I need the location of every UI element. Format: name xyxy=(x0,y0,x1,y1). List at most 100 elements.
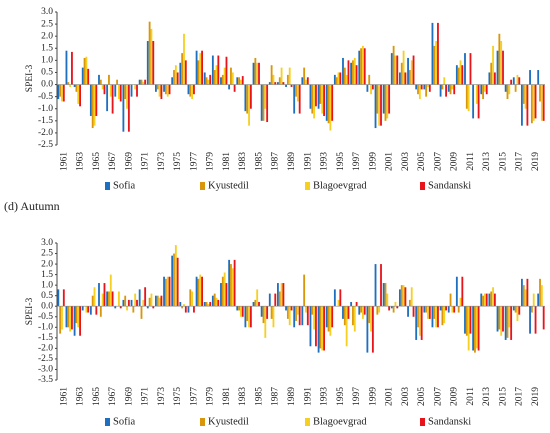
bar xyxy=(540,285,543,307)
bar xyxy=(522,84,525,104)
bar xyxy=(140,306,143,319)
y-tick-label: -1.0 xyxy=(38,104,53,114)
bar xyxy=(77,306,80,328)
bar xyxy=(262,306,265,324)
bar xyxy=(203,72,206,85)
bar xyxy=(498,33,501,85)
bar xyxy=(502,50,504,85)
x-tick-label: 2017 xyxy=(515,387,525,406)
bar xyxy=(532,84,535,121)
bar xyxy=(103,283,106,307)
bar xyxy=(274,82,277,85)
bar xyxy=(73,306,76,336)
x-tick-label: 2019 xyxy=(531,387,541,406)
bar xyxy=(116,79,118,85)
bar xyxy=(529,70,531,85)
y-tick-label: 2.0 xyxy=(41,31,53,41)
legend-swatch xyxy=(105,418,110,426)
bar xyxy=(465,306,468,336)
bar xyxy=(467,306,470,351)
bar xyxy=(537,70,540,85)
bar xyxy=(339,289,342,307)
bar xyxy=(59,306,62,334)
bar xyxy=(230,264,232,307)
bar xyxy=(400,62,403,85)
bar xyxy=(254,299,257,307)
bar xyxy=(420,84,423,90)
bar xyxy=(65,50,68,85)
legend-swatch xyxy=(105,182,110,190)
bar xyxy=(441,306,444,326)
bar xyxy=(467,84,470,112)
x-tick-label: 1995 xyxy=(336,152,346,171)
bar xyxy=(238,77,240,85)
bar xyxy=(127,299,130,307)
x-tick-label: 1967 xyxy=(108,387,118,406)
bar xyxy=(394,55,397,85)
bar xyxy=(282,283,285,307)
bar xyxy=(258,62,260,85)
x-tick-label: 1971 xyxy=(141,387,151,406)
bar xyxy=(502,306,504,332)
y-tick-label: 1.0 xyxy=(41,280,53,290)
bar xyxy=(260,84,263,121)
bar xyxy=(217,299,220,307)
bar xyxy=(407,306,409,317)
bar xyxy=(201,50,203,85)
bar xyxy=(362,306,364,319)
x-tick-label: 2015 xyxy=(498,152,508,171)
x-tick-label: 1967 xyxy=(108,152,118,171)
bar xyxy=(363,48,366,85)
bar xyxy=(485,84,488,95)
bar xyxy=(187,84,190,95)
bar xyxy=(455,276,458,307)
bar xyxy=(327,306,330,332)
bar xyxy=(496,306,499,332)
bar xyxy=(311,84,314,114)
bar xyxy=(404,287,407,307)
bar xyxy=(223,67,226,85)
x-tick-label: 1965 xyxy=(92,387,102,406)
bar xyxy=(71,51,73,85)
bar xyxy=(388,84,391,114)
bar xyxy=(301,77,304,85)
x-tick-label: 2015 xyxy=(498,387,508,406)
bar xyxy=(315,84,317,107)
x-tick-label: 1961 xyxy=(59,387,69,406)
bar xyxy=(130,299,133,307)
bar xyxy=(152,41,155,85)
bar xyxy=(83,57,86,85)
bar xyxy=(376,306,379,315)
x-tick-label: 2011 xyxy=(466,152,476,171)
bar xyxy=(449,293,452,307)
bar xyxy=(231,268,234,307)
bar xyxy=(492,287,494,307)
bar xyxy=(171,255,174,307)
bar xyxy=(176,257,179,307)
bar xyxy=(127,84,130,132)
bar xyxy=(400,285,403,307)
bar xyxy=(286,74,289,85)
bar xyxy=(244,84,247,112)
bar xyxy=(213,70,216,85)
bar xyxy=(150,293,153,307)
bar xyxy=(510,79,513,85)
bar xyxy=(136,84,138,97)
bar xyxy=(277,82,279,85)
bar xyxy=(423,84,426,90)
bar xyxy=(119,306,122,309)
bar xyxy=(164,278,167,307)
bar xyxy=(252,302,255,307)
bar xyxy=(396,55,399,85)
y-tick-label: 1.5 xyxy=(41,270,53,280)
bar xyxy=(89,306,92,315)
bar xyxy=(205,77,208,85)
bar xyxy=(360,306,362,313)
x-tick-label: 1993 xyxy=(320,152,330,171)
bar xyxy=(256,62,259,85)
bar xyxy=(352,306,354,326)
bar xyxy=(93,287,96,307)
bar xyxy=(108,74,110,85)
bar xyxy=(233,84,236,92)
bar xyxy=(201,276,203,307)
